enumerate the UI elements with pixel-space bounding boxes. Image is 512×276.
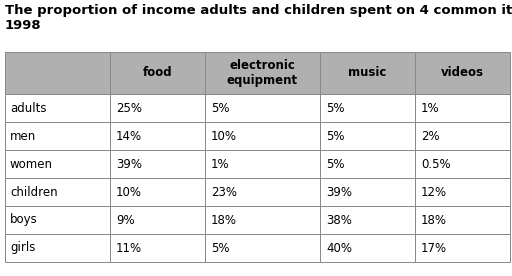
Text: 12%: 12% bbox=[421, 185, 447, 198]
Text: 17%: 17% bbox=[421, 242, 447, 254]
Bar bbox=[320, 206, 415, 234]
Text: 5%: 5% bbox=[211, 102, 229, 115]
Text: girls: girls bbox=[10, 242, 35, 254]
Bar bbox=[5, 150, 110, 178]
Bar bbox=[415, 178, 510, 206]
Bar bbox=[320, 52, 415, 94]
Text: 10%: 10% bbox=[211, 129, 237, 142]
Text: electronic
equipment: electronic equipment bbox=[227, 59, 298, 87]
Bar bbox=[415, 206, 510, 234]
Bar bbox=[205, 178, 320, 206]
Text: men: men bbox=[10, 129, 36, 142]
Text: 40%: 40% bbox=[326, 242, 352, 254]
Text: 5%: 5% bbox=[211, 242, 229, 254]
Text: women: women bbox=[10, 158, 53, 171]
Bar bbox=[205, 52, 320, 94]
Bar bbox=[110, 178, 205, 206]
Text: music: music bbox=[348, 67, 387, 79]
Bar bbox=[320, 122, 415, 150]
Bar bbox=[205, 94, 320, 122]
Bar bbox=[205, 122, 320, 150]
Bar bbox=[110, 150, 205, 178]
Text: 9%: 9% bbox=[116, 214, 135, 227]
Bar bbox=[110, 52, 205, 94]
Bar bbox=[320, 150, 415, 178]
Text: 5%: 5% bbox=[326, 102, 345, 115]
Text: 25%: 25% bbox=[116, 102, 142, 115]
Text: 1%: 1% bbox=[421, 102, 440, 115]
Bar bbox=[320, 94, 415, 122]
Bar bbox=[110, 234, 205, 262]
Text: 1%: 1% bbox=[211, 158, 229, 171]
Text: 2%: 2% bbox=[421, 129, 440, 142]
Bar bbox=[5, 94, 110, 122]
Bar bbox=[415, 52, 510, 94]
Bar bbox=[110, 122, 205, 150]
Text: children: children bbox=[10, 185, 58, 198]
Text: food: food bbox=[143, 67, 173, 79]
Text: 5%: 5% bbox=[326, 158, 345, 171]
Bar bbox=[205, 234, 320, 262]
Bar bbox=[5, 178, 110, 206]
Bar bbox=[415, 94, 510, 122]
Text: 18%: 18% bbox=[421, 214, 447, 227]
Text: 10%: 10% bbox=[116, 185, 142, 198]
Bar bbox=[205, 150, 320, 178]
Bar bbox=[110, 94, 205, 122]
Text: boys: boys bbox=[10, 214, 38, 227]
Text: 11%: 11% bbox=[116, 242, 142, 254]
Text: 0.5%: 0.5% bbox=[421, 158, 451, 171]
Bar bbox=[5, 122, 110, 150]
Bar bbox=[415, 122, 510, 150]
Text: The proportion of income adults and children spent on 4 common items in the UK i: The proportion of income adults and chil… bbox=[5, 4, 512, 32]
Text: 14%: 14% bbox=[116, 129, 142, 142]
Text: 38%: 38% bbox=[326, 214, 352, 227]
Text: videos: videos bbox=[441, 67, 484, 79]
Text: 39%: 39% bbox=[326, 185, 352, 198]
Bar bbox=[415, 234, 510, 262]
Bar bbox=[5, 234, 110, 262]
Text: 5%: 5% bbox=[326, 129, 345, 142]
Bar bbox=[415, 150, 510, 178]
Bar bbox=[320, 234, 415, 262]
Text: adults: adults bbox=[10, 102, 47, 115]
Text: 23%: 23% bbox=[211, 185, 237, 198]
Bar bbox=[5, 52, 110, 94]
Text: 18%: 18% bbox=[211, 214, 237, 227]
Bar bbox=[205, 206, 320, 234]
Bar bbox=[320, 178, 415, 206]
Text: 39%: 39% bbox=[116, 158, 142, 171]
Bar bbox=[5, 206, 110, 234]
Bar bbox=[110, 206, 205, 234]
